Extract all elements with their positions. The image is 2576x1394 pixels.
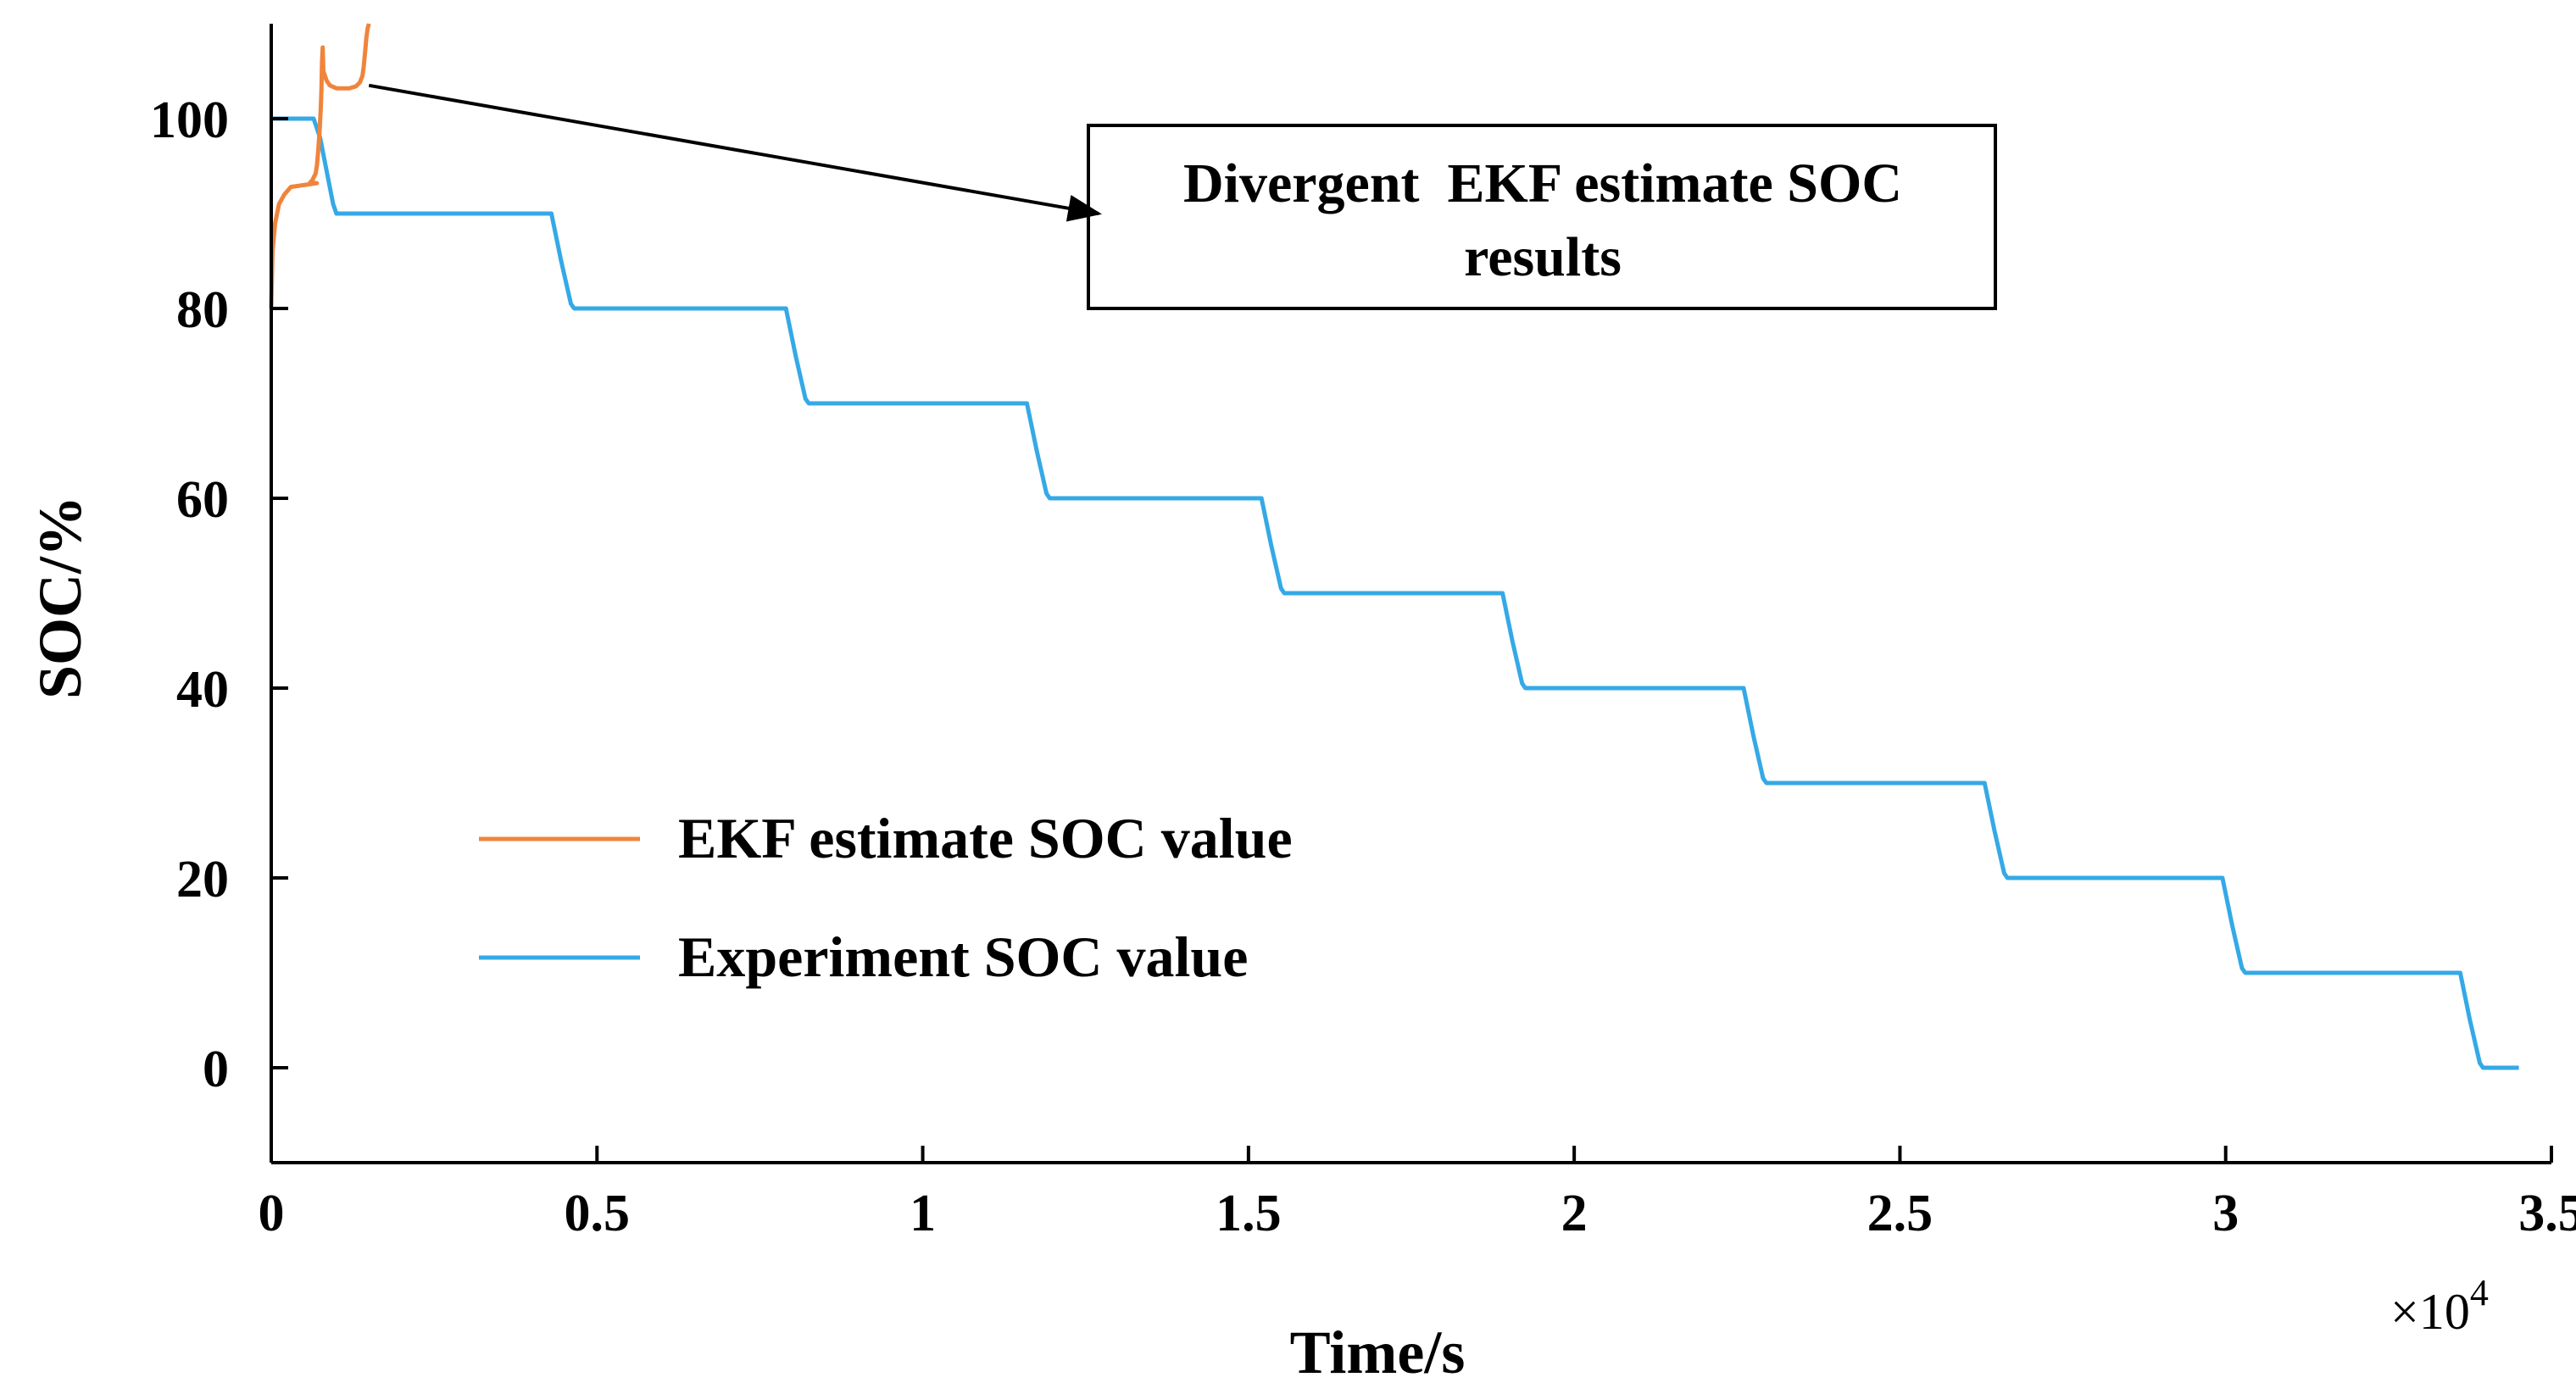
x-axis-multiplier-base: ×10 (2390, 1284, 2470, 1340)
series-line-ekf (269, 23, 371, 309)
annotation-line-2: results (1464, 226, 1622, 288)
x-tick-label: 0.5 (565, 1185, 631, 1242)
series-line-experiment (271, 116, 2519, 1070)
x-tick-label: 1 (910, 1185, 936, 1242)
annotation-box (1087, 124, 1997, 310)
x-ticks: 0 0.5 1 1.5 2 2.5 3 3.5 (259, 1146, 2576, 1242)
y-axis-title: SOC/% (26, 496, 94, 699)
legend: EKF estimate SOC value Experiment SOC va… (479, 806, 1293, 989)
x-tick-label: 2.5 (1867, 1185, 1933, 1242)
annotation-line-1: Divergent EKF estimate SOC (1183, 153, 1902, 214)
x-axis-title: Time/s (1290, 1319, 1466, 1386)
x-tick-label: 1.5 (1216, 1185, 1282, 1242)
legend-label-ekf: EKF estimate SOC value (678, 806, 1293, 870)
legend-label-experiment: Experiment SOC value (678, 925, 1248, 989)
plot-lines (269, 23, 2519, 1070)
y-tick-label: 0 (203, 1041, 229, 1098)
x-axis-multiplier-exponent: 4 (2470, 1272, 2489, 1313)
x-tick-label: 0 (259, 1185, 285, 1242)
y-tick-label: 60 (176, 471, 229, 529)
x-tick-label: 3.5 (2518, 1185, 2576, 1242)
y-tick-label: 20 (176, 851, 229, 908)
y-tick-label: 80 (176, 281, 229, 339)
annotation-arrow (368, 83, 1103, 222)
x-tick-label: 3 (2212, 1185, 2239, 1242)
y-tick-label: 100 (150, 92, 229, 149)
y-ticks: 0 20 40 60 80 100 (150, 92, 288, 1098)
y-tick-label: 40 (176, 661, 229, 719)
x-axis-multiplier: ×104 (2390, 1272, 2489, 1340)
x-tick-label: 2 (1561, 1185, 1588, 1242)
